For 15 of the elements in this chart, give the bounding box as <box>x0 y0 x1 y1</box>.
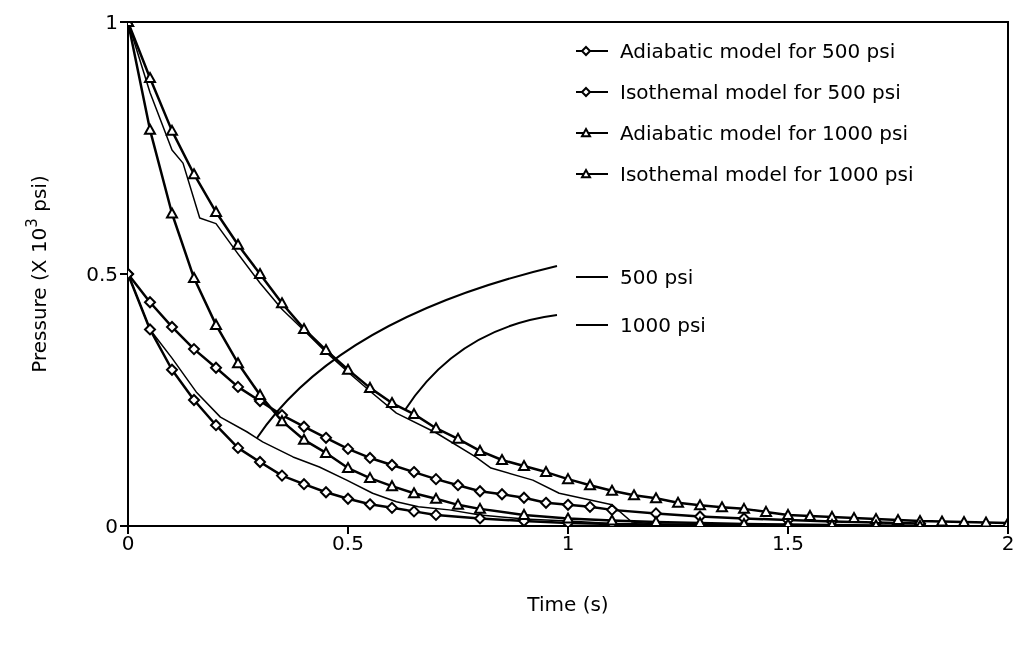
legend-label: Adiabatic model for 500 psi <box>620 38 896 63</box>
x-tick-label: 2 <box>1001 531 1015 556</box>
y-tick-label: 0.5 <box>86 262 118 287</box>
legend-label: Isothemal model for 500 psi <box>620 79 901 104</box>
legend-label: 500 psi <box>620 264 694 289</box>
legend-label: Adiabatic model for 1000 psi <box>620 120 908 145</box>
x-tick-label: 1.5 <box>772 531 804 556</box>
y-tick-label: 0 <box>105 514 118 539</box>
legend-label: 1000 psi <box>620 312 706 337</box>
x-axis-title: Time (s) <box>526 592 609 616</box>
x-tick-label: 1 <box>561 531 575 556</box>
y-tick-label: 1 <box>105 10 118 35</box>
x-tick-label: 0 <box>121 531 135 556</box>
legend-label: Isothemal model for 1000 psi <box>620 161 914 186</box>
x-tick-label: 0.5 <box>332 531 364 556</box>
